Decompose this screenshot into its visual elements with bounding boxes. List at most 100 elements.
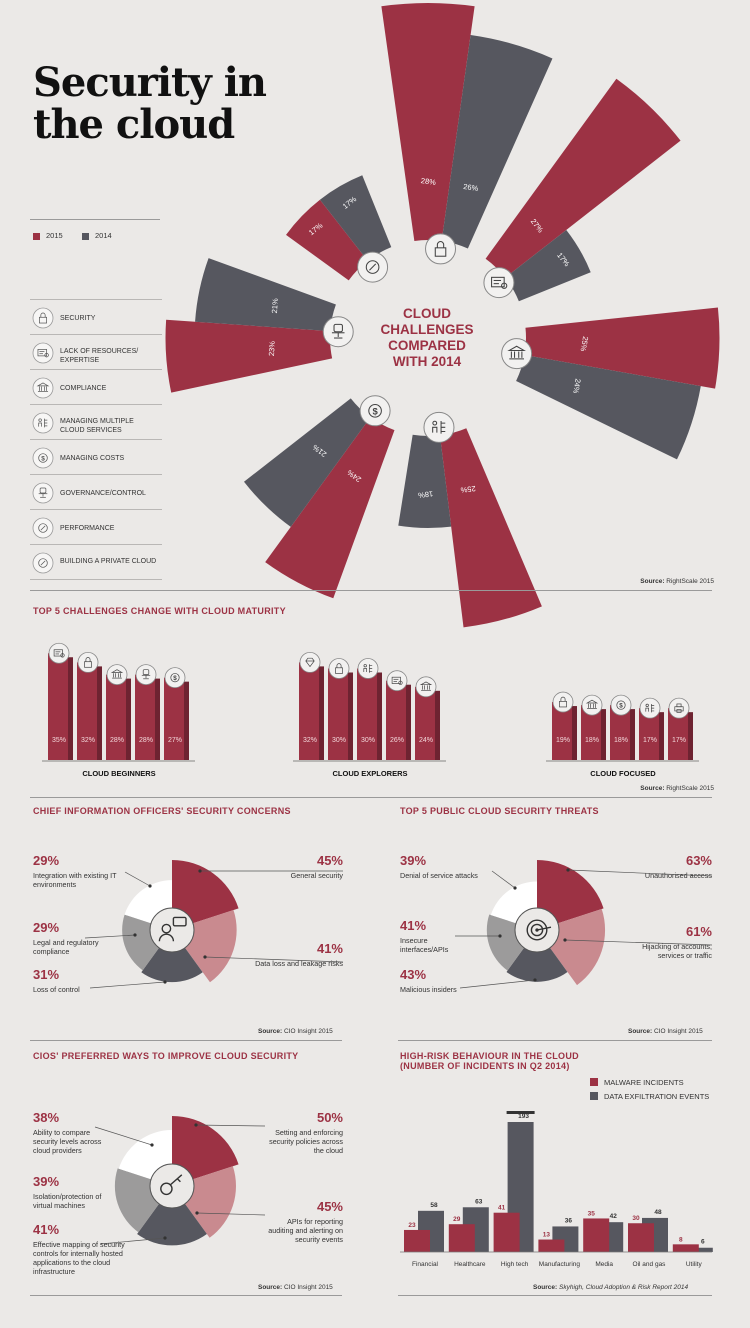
leader-line [491, 870, 516, 889]
maturity-bar [668, 708, 688, 760]
donut-slice [537, 860, 604, 925]
maturity-icon-circle [639, 697, 661, 719]
label-pct: 31% [33, 967, 59, 982]
lock-icon [559, 696, 567, 708]
bank-icon [110, 669, 124, 679]
lock-icon [335, 663, 343, 674]
leader-dot [513, 886, 517, 890]
divider [30, 1040, 342, 1041]
leader-dot [163, 980, 167, 984]
bar-malware [583, 1218, 610, 1252]
bar-label-malware: 35 [588, 1210, 596, 1217]
target-icon [526, 919, 552, 941]
maturity-bar-label: 32% [303, 737, 317, 744]
sector-icon-circle [359, 395, 391, 427]
label-text: Hijacking of accounts, [642, 942, 712, 951]
category-label: Healthcare [454, 1261, 486, 1268]
category-label: SECURITY [60, 315, 96, 322]
bar-2015 [286, 199, 368, 281]
leader-dot [195, 1211, 199, 1215]
donut-label: 39% Denial of service attacks [400, 853, 478, 880]
category-icon-frame [32, 482, 54, 504]
dollar-icon: $ [368, 403, 382, 418]
label-text: cloud providers [33, 1146, 82, 1155]
leader-dot [133, 933, 137, 937]
donut-slice [141, 944, 203, 983]
bar-2014 [195, 258, 336, 332]
center-line-4: WITH 2014 [392, 354, 462, 369]
label-text: controls for internally hosted [33, 1249, 123, 1258]
network-icon [38, 418, 48, 428]
bar-2014 [505, 229, 591, 302]
bar-2015 [381, 2, 475, 241]
label-pct: 61% [686, 924, 712, 939]
bar-malware [448, 1224, 475, 1252]
label-text: Effective mapping of security [33, 1240, 125, 1249]
maturity-icon-circle [581, 694, 603, 716]
maturity-bar [386, 680, 406, 760]
bar-2014 [398, 434, 452, 528]
maturity-group-label: CLOUD EXPLORERS [332, 769, 407, 778]
certificate-icon [491, 276, 508, 289]
label-text: applications to the cloud [33, 1258, 110, 1267]
chair-icon [331, 323, 345, 339]
maturity-icon-circle [610, 694, 632, 716]
donut-slice [172, 1116, 239, 1181]
icon-circle [32, 377, 54, 399]
legend-2015: 2015 [33, 231, 63, 240]
maturity-bar-label: 35% [52, 737, 66, 744]
maturity-bar [77, 662, 97, 760]
dollar-icon: $ [616, 700, 626, 710]
donut-slice [172, 860, 239, 925]
label-text: Unauthorised access [645, 871, 713, 880]
donut-label: 43% Malicious insiders [400, 967, 457, 994]
maturity-bar-shadow [319, 666, 324, 760]
category-icon-frame [32, 377, 54, 399]
bar-2014 [319, 175, 392, 261]
svg-text:$: $ [173, 675, 177, 682]
bar-malware [628, 1223, 654, 1252]
leader-line [204, 956, 344, 963]
category-label: Media [595, 1261, 613, 1268]
leader-line [567, 869, 713, 877]
radial-sector: 17%17% [286, 175, 392, 283]
bank-icon [585, 699, 599, 709]
bank-icon [507, 345, 526, 360]
label-text: auditing and alerting on [268, 1226, 343, 1235]
maturity-bar [639, 708, 659, 760]
label-text: infrastructure [33, 1267, 75, 1276]
bar-label-2015: 23% [267, 340, 277, 356]
sector-icon-circle [483, 267, 515, 299]
label-pct: 50% [317, 1110, 343, 1125]
donut-label: 29% Integration with existing ITenvironme… [33, 853, 117, 889]
svg-text:$: $ [619, 703, 623, 710]
bar-malware [404, 1229, 430, 1252]
category-item: $ MANAGING COSTS [30, 439, 162, 474]
bar-label-2015: 25% [579, 336, 591, 353]
label-text: Denial of service attacks [400, 871, 478, 880]
lock-icon [84, 657, 92, 668]
legend-exfil: DATA EXFILTRATION EVENTS [604, 1092, 709, 1101]
maturity-icon-circle [328, 658, 350, 679]
maturity-bar-shadow [97, 666, 102, 760]
bar-2015 [524, 307, 720, 389]
svg-text:$: $ [372, 406, 378, 417]
maturity-icon-circle [415, 676, 437, 698]
bar-label-exfil: 42 [610, 1213, 618, 1220]
maturity-bar-label: 27% [168, 737, 182, 744]
maturity-icon-circle [48, 642, 70, 664]
leader-dot [203, 955, 207, 959]
axis-break [506, 1111, 535, 1114]
sector-icon-circle [501, 338, 533, 370]
maturity-icon-circle [357, 658, 379, 679]
legend-swatch-2015 [33, 232, 40, 240]
label-text: services or traffic [658, 951, 713, 960]
divider [30, 1295, 342, 1296]
title-line-1: Security in [33, 59, 267, 106]
risk-category: 23 58 Financial [404, 1202, 444, 1268]
maturity-bar [164, 677, 184, 760]
